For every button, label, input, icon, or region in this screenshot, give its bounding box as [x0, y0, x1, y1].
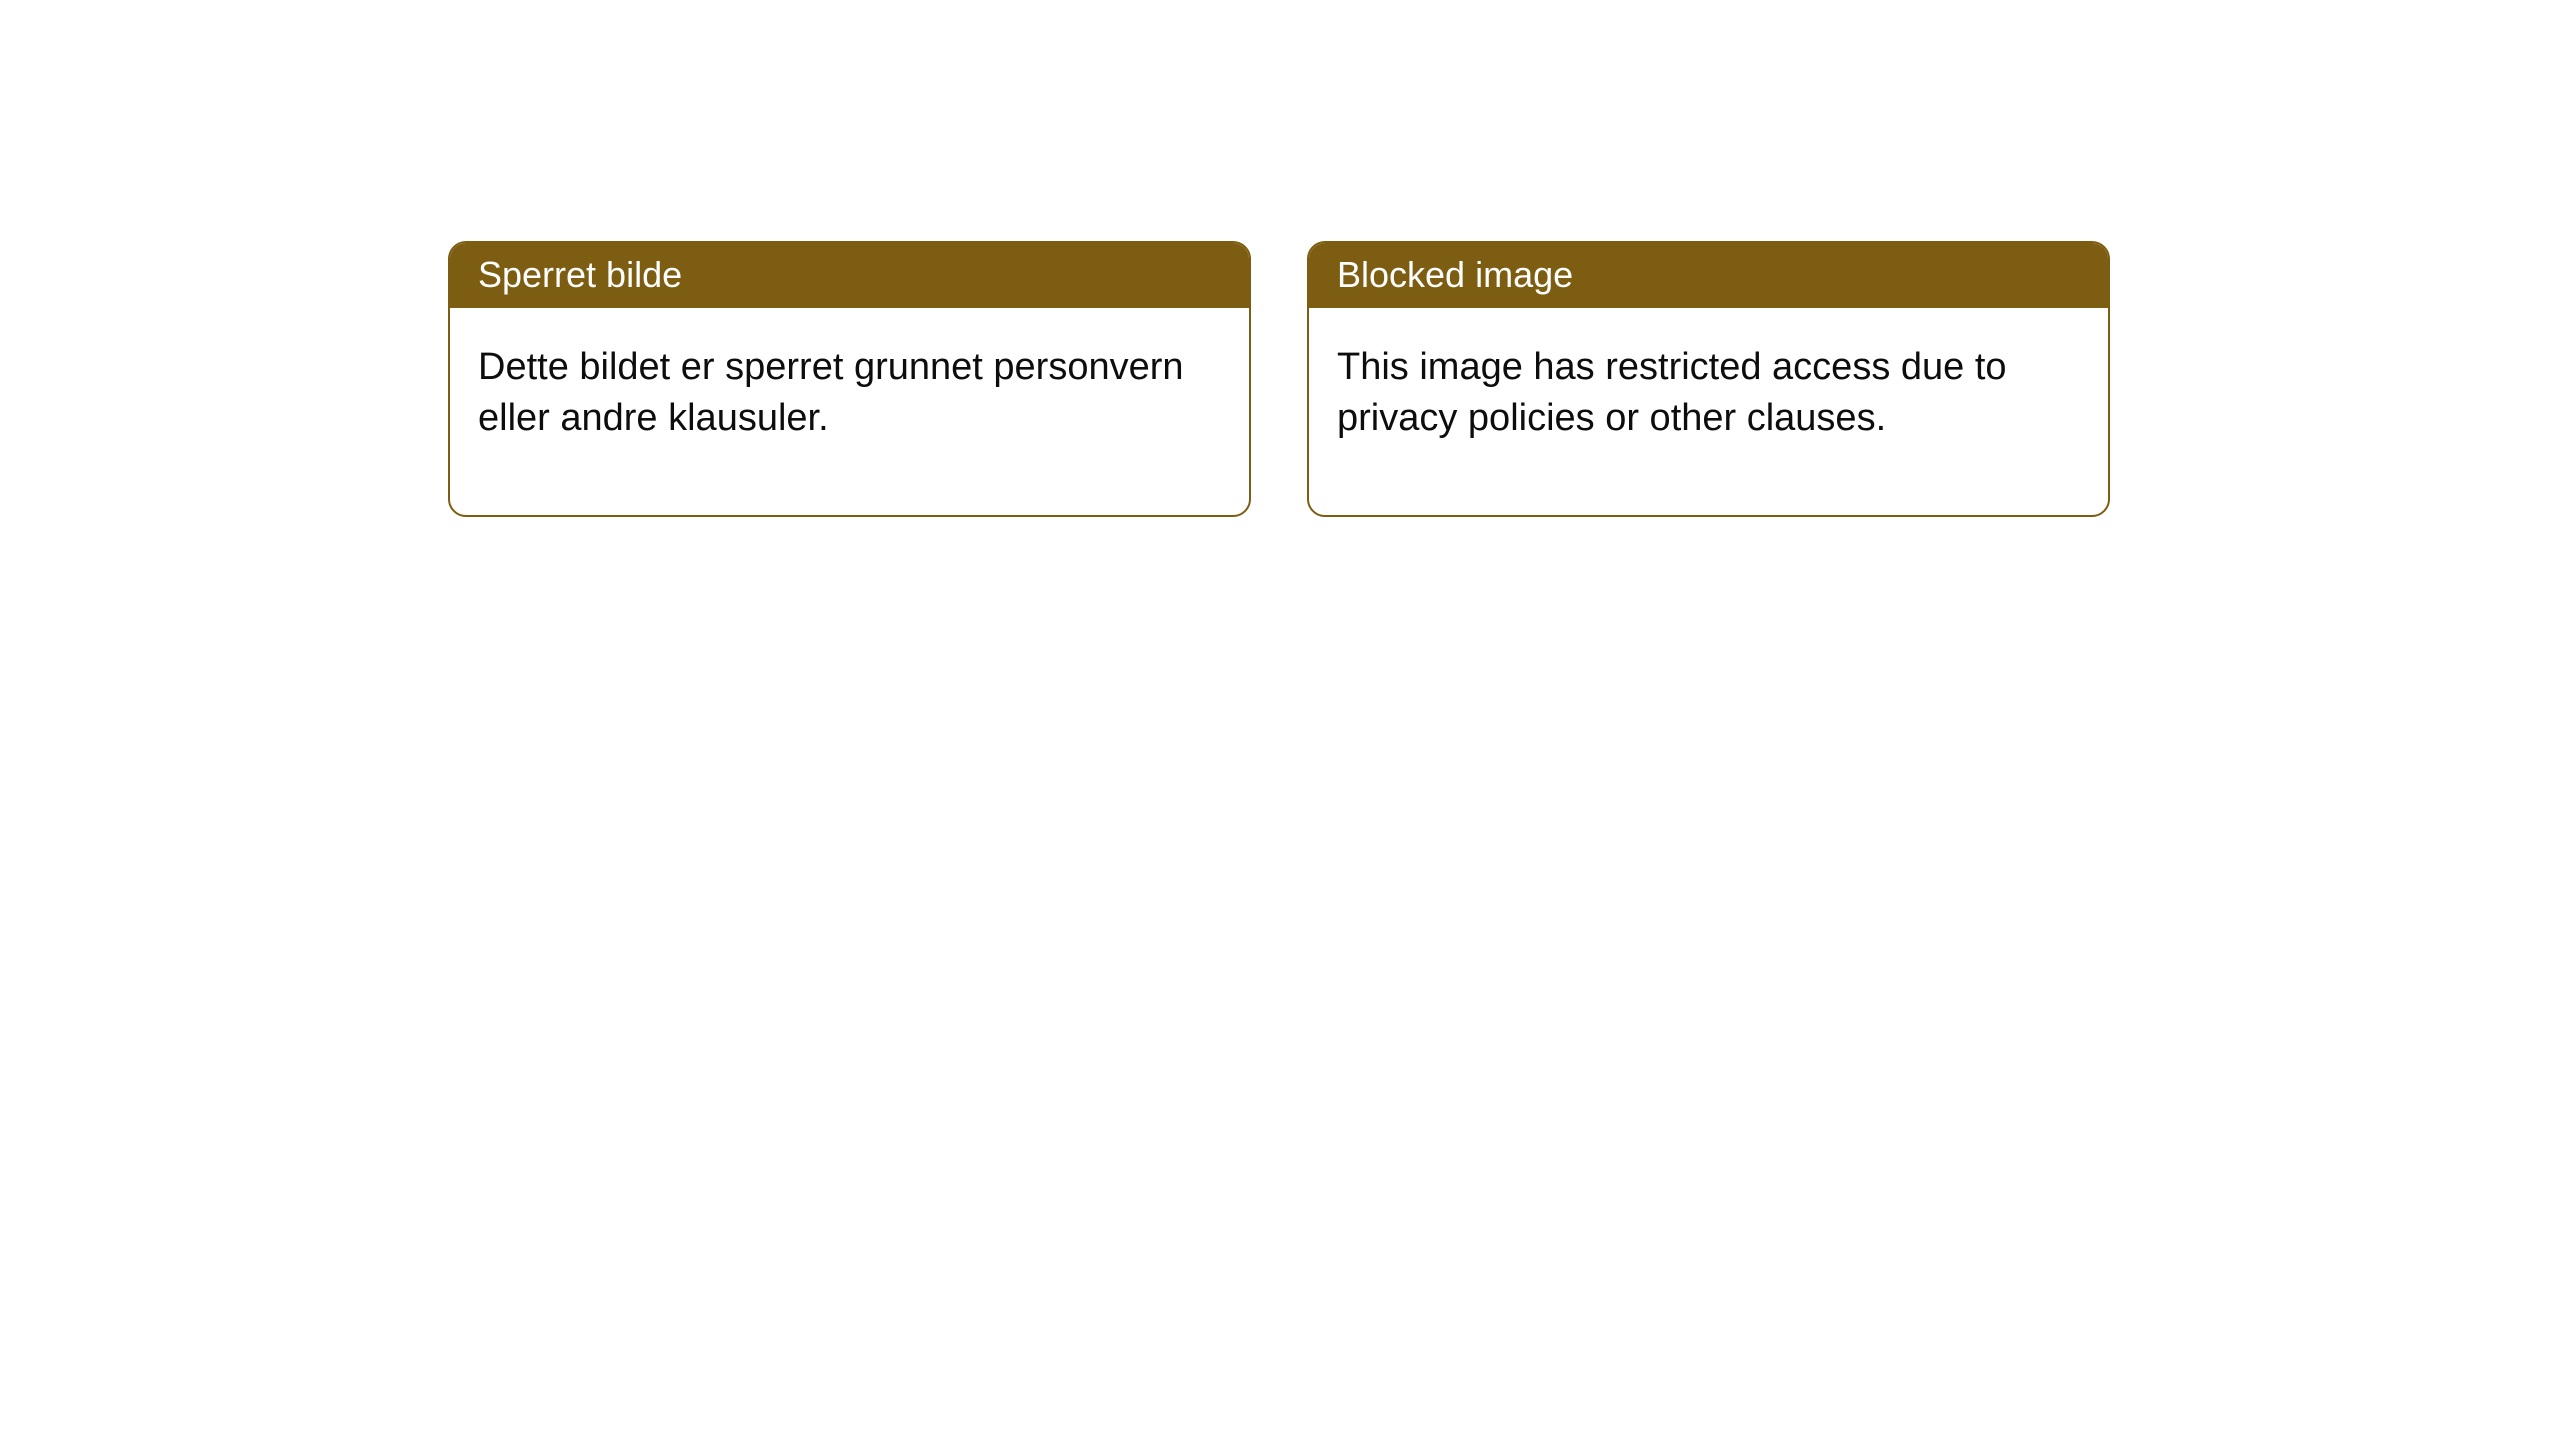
notice-card-english: Blocked image This image has restricted …	[1307, 241, 2110, 517]
notice-card-message: Dette bildet er sperret grunnet personve…	[450, 308, 1249, 515]
notice-card-norwegian: Sperret bilde Dette bildet er sperret gr…	[448, 241, 1251, 517]
notice-card-message: This image has restricted access due to …	[1309, 308, 2108, 515]
notice-card-title: Sperret bilde	[450, 243, 1249, 308]
notice-card-container: Sperret bilde Dette bildet er sperret gr…	[0, 0, 2560, 517]
notice-card-title: Blocked image	[1309, 243, 2108, 308]
